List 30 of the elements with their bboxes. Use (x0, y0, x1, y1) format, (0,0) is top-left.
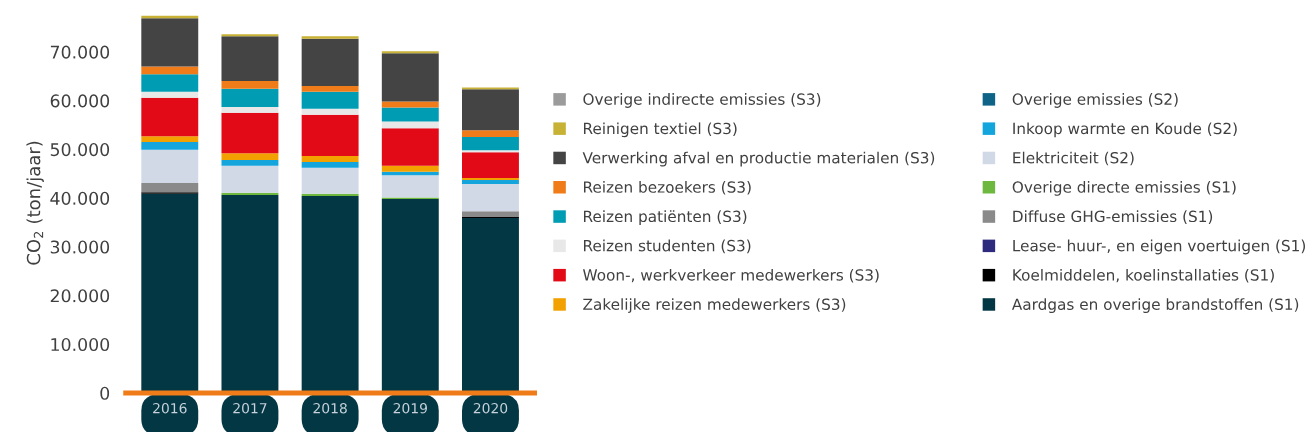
y-tick-label: 0 (100, 386, 110, 400)
x-tick-label: 2016 (153, 402, 187, 414)
y-tick-label: 70.000 (50, 45, 110, 59)
y-tick-label: 30.000 (50, 240, 110, 254)
legend-label: Inkoop warmte en Koude (S2) (1013, 122, 1237, 138)
y-tick-label: 10.000 (51, 337, 110, 352)
legend-label: Zakelijke reizen medewerkers (S3) (583, 298, 846, 313)
legend-label: Woon-, werkverkeer medewerkers (S3) (583, 268, 879, 283)
legend-label: Verwerking afval en productie materialen (S3) (582, 151, 935, 167)
legend-label: Koelmiddelen, koelinstallaties (S1) (1013, 268, 1274, 283)
x-tick-label: 2018 (313, 402, 347, 414)
legend-label: Reizen bezoekers (S3) (583, 181, 751, 195)
legend-label: Aardgas en overige brandstoffen (S1) (1011, 298, 1299, 313)
y-tick-label: 50.000 (50, 143, 110, 157)
legend-label: Reizen patiënten (S3) (583, 210, 747, 226)
y-tick-label: 60.000 (50, 94, 110, 108)
y-axis-title: CO$_{2}$ (ton/jaar) (26, 141, 44, 265)
legend-label: Overige indirecte emissies (S3) (583, 93, 821, 108)
y-tick-label: 40.000 (50, 191, 110, 205)
legend-label: Overige emissies (S2) (1012, 93, 1178, 108)
legend-label: Diffuse GHG-emissies (S1) (1013, 210, 1213, 224)
legend-label: Overige directe emissies (S1) (1012, 181, 1236, 196)
legend-label: Reinigen textiel (S3) (583, 122, 737, 138)
x-tick-label: 2020 (473, 402, 508, 414)
x-tick-label: 2017 (233, 402, 267, 414)
y-tick-label: 20.000 (50, 289, 110, 303)
legend-label: Elektriciteit (S2) (1013, 151, 1134, 166)
legend-label: Reizen studenten (S3) (583, 239, 751, 254)
x-tick-label: 2019 (393, 402, 427, 414)
legend-label: Lease- huur-, en eigen voertuigen (S1) (1013, 239, 1305, 255)
